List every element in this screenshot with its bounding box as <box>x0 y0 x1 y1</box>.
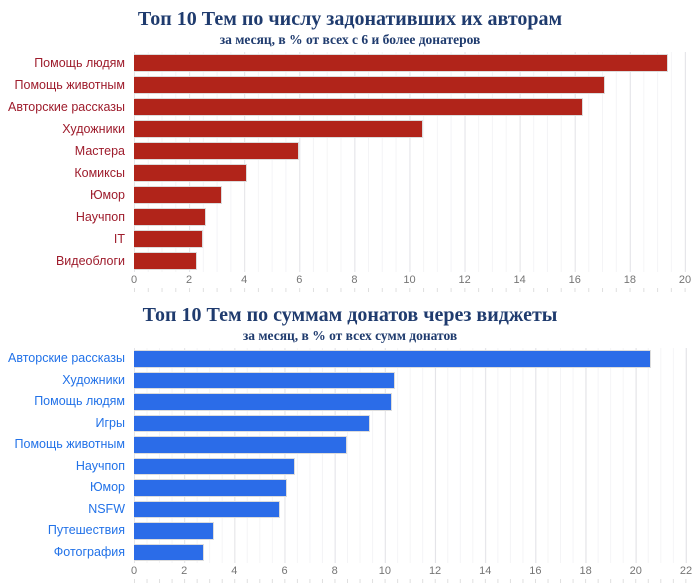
bar-row <box>134 348 696 370</box>
category-label: Игры <box>95 415 125 430</box>
bar-row <box>134 391 696 413</box>
x-tick-label: 4 <box>241 274 248 286</box>
category-label: Научпоп <box>75 458 125 473</box>
minor-tick-strip <box>134 579 696 583</box>
category-label: Художники <box>62 372 125 387</box>
bar <box>134 543 205 561</box>
x-tick-label: 0 <box>130 274 138 286</box>
x-tick-label: 4 <box>231 565 238 577</box>
x-tick-label: 8 <box>331 565 338 577</box>
x-tick-label: 10 <box>403 274 416 286</box>
bar-row <box>134 228 696 250</box>
bar <box>134 98 584 116</box>
minor-tick-strip <box>134 288 696 292</box>
x-tick-label: 18 <box>579 565 592 577</box>
bar-row <box>134 206 696 228</box>
bar-row <box>134 456 696 478</box>
bar-row <box>134 96 696 118</box>
x-tick-label: 2 <box>181 565 188 577</box>
x-tick-label: 0 <box>130 565 138 577</box>
bar <box>134 500 280 518</box>
x-axis: 0 2 4 6 8 10 12 14 16 18 20 22 <box>130 563 696 578</box>
chart-subtitle: за месяц, в % от всех сумм донатов <box>242 328 458 343</box>
category-label: Помощь людям <box>34 56 125 70</box>
bar-row <box>134 162 696 184</box>
x-axis: 0 2 4 6 8 10 12 14 16 18 20 <box>130 272 696 287</box>
bar-row <box>134 542 696 564</box>
x-tick-label: 16 <box>568 274 581 286</box>
bar-row <box>134 413 696 435</box>
x-tick-label: 22 <box>679 565 693 577</box>
bar-row <box>134 140 696 162</box>
x-tick-label: 14 <box>513 274 526 286</box>
x-tick-label: 14 <box>479 565 492 577</box>
category-label: Авторские рассказы <box>8 351 125 365</box>
x-tick-label: 8 <box>351 274 358 286</box>
chart-title: Топ 10 Тем по числу задонативших их авто… <box>137 8 563 30</box>
plot-area <box>134 52 696 272</box>
bar <box>134 186 223 204</box>
bar <box>134 252 198 270</box>
category-label: Научпоп <box>75 210 125 224</box>
category-label: Комиксы <box>74 166 125 180</box>
x-tick-label: 20 <box>629 565 642 577</box>
bar-row <box>134 184 696 206</box>
category-label: Юмор <box>90 480 125 494</box>
category-label: Путешествия <box>47 523 125 537</box>
donors-count-chart: Топ 10 Тем по числу задонативших их авто… <box>0 7 700 292</box>
bar <box>134 164 247 182</box>
x-tick-label: 20 <box>678 274 692 286</box>
bar <box>134 230 203 248</box>
bar <box>134 414 370 432</box>
bar <box>134 350 651 368</box>
x-tick-label: 18 <box>623 274 636 286</box>
chart-subtitle: за месяц, в % от всех с 6 и более донате… <box>219 32 481 47</box>
category-labels: Помощь людям Помощь животным Авторские рас… <box>0 52 134 272</box>
plot-area <box>134 348 696 563</box>
bar-row <box>134 52 696 74</box>
category-label: Помощь людям <box>34 394 125 408</box>
bar <box>134 457 295 475</box>
x-tick-label: 16 <box>529 565 542 577</box>
bar-row <box>134 520 696 542</box>
bar <box>134 371 395 389</box>
x-tick-label: 12 <box>428 565 442 577</box>
x-tick-label: 6 <box>296 274 303 286</box>
category-label: Мастера <box>74 144 125 158</box>
x-tick-label: 10 <box>378 565 392 577</box>
chart-body: Авторские рассказы Художники Помощь людям И… <box>0 348 700 563</box>
bar <box>134 208 206 226</box>
bar-row <box>134 477 696 499</box>
x-tick-label: 12 <box>458 274 471 286</box>
chart-body: Помощь людям Помощь животным Авторские рас… <box>0 52 700 272</box>
bar-row <box>134 118 696 140</box>
bar <box>134 479 288 497</box>
donation-sums-chart: Топ 10 Тем по суммам донатов через видже… <box>0 303 700 583</box>
category-label: Фотография <box>53 544 125 559</box>
category-label: Юмор <box>90 188 125 202</box>
category-label: IT <box>113 232 125 246</box>
bar <box>134 76 606 94</box>
category-label: Видеоблоги <box>55 254 125 268</box>
bar <box>134 142 300 160</box>
bar-row <box>134 74 696 96</box>
bar <box>134 522 215 540</box>
bar <box>134 54 669 72</box>
bar-row <box>134 499 696 521</box>
category-label: Помощь животным <box>14 78 125 92</box>
category-labels: Авторские рассказы Художники Помощь людям И… <box>0 348 134 563</box>
bar-row <box>134 434 696 456</box>
category-label: Помощь животным <box>14 437 125 451</box>
bar-row <box>134 250 696 272</box>
category-label: Авторские рассказы <box>8 100 125 114</box>
chart-title: Топ 10 Тем по суммам донатов через видже… <box>142 304 558 326</box>
x-tick-label: 2 <box>186 274 193 286</box>
bar-row <box>134 370 696 392</box>
x-tick-label: 6 <box>281 565 288 577</box>
category-label: NSFW <box>88 501 125 516</box>
bar <box>134 393 393 411</box>
category-label: Художники <box>62 122 125 136</box>
bar <box>134 436 348 454</box>
bar <box>134 120 424 138</box>
